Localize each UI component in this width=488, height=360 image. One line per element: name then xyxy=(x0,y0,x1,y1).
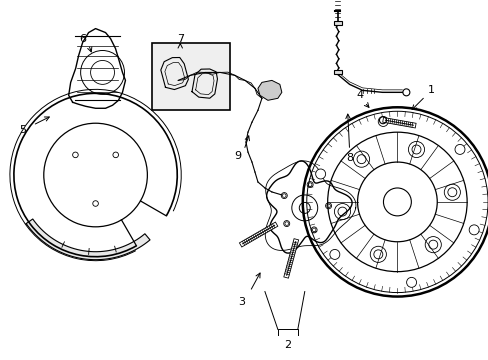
Text: 1: 1 xyxy=(427,85,434,95)
Bar xyxy=(333,21,341,24)
Text: 6: 6 xyxy=(79,33,86,44)
Text: 4: 4 xyxy=(355,90,363,100)
Polygon shape xyxy=(26,219,150,260)
Polygon shape xyxy=(258,80,281,100)
Text: 9: 9 xyxy=(234,151,241,161)
Circle shape xyxy=(329,249,339,260)
Text: 3: 3 xyxy=(238,297,245,306)
Bar xyxy=(333,71,341,75)
Circle shape xyxy=(315,169,325,179)
Circle shape xyxy=(468,225,478,235)
Circle shape xyxy=(378,117,387,126)
Circle shape xyxy=(406,277,416,287)
Text: 7: 7 xyxy=(176,33,183,44)
Bar xyxy=(152,42,229,110)
Text: 2: 2 xyxy=(284,340,291,350)
Text: 5: 5 xyxy=(20,125,26,135)
Text: 8: 8 xyxy=(346,153,352,163)
Circle shape xyxy=(454,144,464,154)
